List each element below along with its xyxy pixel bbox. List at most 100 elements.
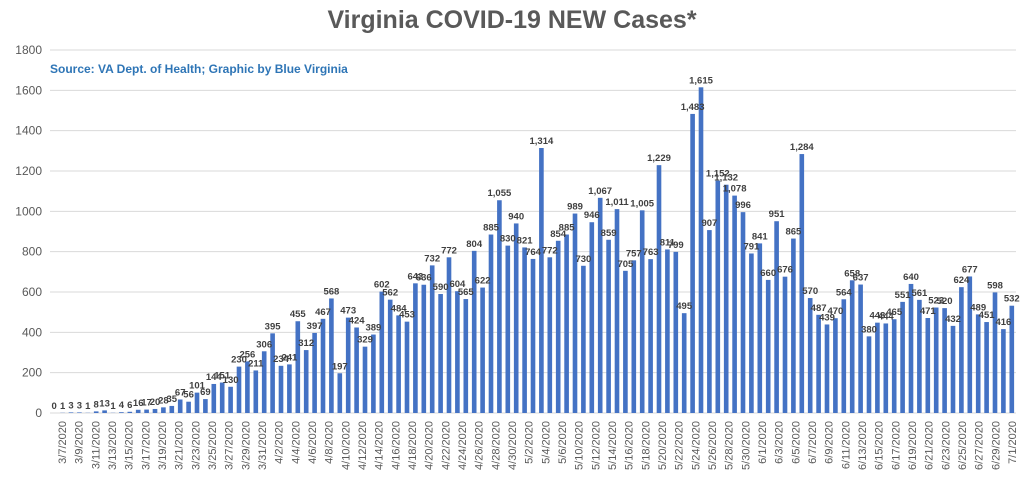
data-label: 439 [819,312,835,323]
x-tick: 6/9/2020 [824,421,836,464]
bar [354,327,359,413]
data-label: 885 [483,223,500,234]
bar [581,265,586,413]
x-tick: 3/19/2020 [157,421,169,470]
x-tick: 6/17/2020 [890,421,902,470]
x-tick-label: 5/14/2020 [607,421,619,470]
data-label: 1,483 [681,102,705,113]
data-label: 564 [836,287,853,298]
x-tick: 5/10/2020 [574,421,586,470]
bar [723,184,729,413]
x-tick-label: 6/21/2020 [924,421,936,470]
data-label: 854 [550,229,567,240]
data-label: 799 [668,240,684,251]
x-tick-label: 3/11/2020 [90,421,102,469]
x-axis-ticks: 3/7/2020 3/9/2020 3/11/2020 3/13/2020 3/15/2… [57,421,1019,470]
x-tick-label: 3/15/2020 [124,421,136,470]
data-label: 885 [559,223,576,234]
x-tick: 6/25/2020 [957,421,969,470]
bar [572,213,578,413]
data-label: 234 [273,354,290,365]
bar [144,409,149,413]
y-tick-label: 1400 [15,124,42,138]
bar [1009,305,1015,413]
data-label: 467 [315,307,331,318]
bar [833,318,838,413]
bar [211,383,217,413]
bar [379,291,385,413]
x-tick-label: 3/7/2020 [57,421,69,464]
data-label: 532 [1004,294,1020,305]
data-label: 0 [52,401,57,412]
bar [707,230,712,413]
data-label: 1,078 [723,184,747,195]
data-label: 1,011 [605,197,629,208]
y-tick-label: 1600 [15,83,42,97]
data-label: 1 [110,401,116,412]
x-tick: 6/7/2020 [807,421,819,464]
data-label: 67 [175,387,186,398]
x-tick-label: 5/24/2020 [690,421,702,470]
data-label: 830 [500,234,516,245]
data-label: 312 [298,338,314,349]
x-tick: 3/11/2020 [90,421,102,469]
x-tick-label: 4/8/2020 [324,421,336,464]
data-label: 951 [769,209,786,220]
data-label: 8 [94,399,99,410]
bar [547,257,553,413]
data-label: 4 [119,400,125,411]
x-tick-label: 4/6/2020 [307,421,319,464]
x-tick-label: 3/17/2020 [140,421,152,470]
x-tick: 5/26/2020 [707,421,719,470]
x-tick-label: 5/2/2020 [524,421,536,464]
data-label: 570 [802,286,818,297]
x-tick: 4/8/2020 [324,421,336,464]
data-label: 590 [433,282,449,293]
bar [522,247,527,413]
data-label: 636 [416,273,432,284]
data-label: 551 [895,290,912,301]
data-label: 677 [962,264,978,275]
x-tick-label: 5/4/2020 [540,421,552,464]
data-label: 28 [158,395,169,406]
x-tick-label: 6/13/2020 [857,421,869,470]
x-tick: 5/12/2020 [590,421,602,470]
bar [774,221,779,413]
x-tick-label: 5/6/2020 [557,421,569,464]
bar [488,234,494,413]
bar [152,408,158,413]
x-tick-label: 6/7/2020 [807,421,819,464]
x-tick-label: 6/11/2020 [840,421,852,469]
x-tick: 4/30/2020 [507,421,519,470]
data-label: 1,067 [588,186,612,197]
x-tick-label: 5/16/2020 [624,421,636,470]
data-label: 69 [200,387,211,398]
data-label: 451 [979,310,996,321]
x-tick: 3/25/2020 [207,421,219,470]
x-tick-label: 3/31/2020 [257,421,269,470]
bar [177,399,183,413]
x-tick-label: 5/22/2020 [674,421,686,470]
bar [497,200,502,413]
x-tick: 4/20/2020 [424,421,436,470]
bar [228,386,233,413]
bar [530,258,536,413]
data-label: 763 [643,247,659,258]
bar [312,332,317,413]
bar [858,284,863,413]
bar [404,321,410,413]
data-label: 730 [575,254,591,265]
bar [673,251,679,413]
x-tick-label: 3/27/2020 [224,421,236,470]
x-tick: 4/6/2020 [307,421,319,464]
data-label: 989 [567,202,583,213]
x-tick-label: 3/9/2020 [74,421,86,464]
y-tick-label: 0 [35,406,42,420]
x-tick: 5/18/2020 [640,421,652,470]
bar [329,298,334,413]
data-labels: 0 1 3 3 1 8 13 1 4 6 16172028356756101691441511302… [52,75,1020,412]
bar [690,113,695,413]
data-label: 1,055 [488,188,512,199]
